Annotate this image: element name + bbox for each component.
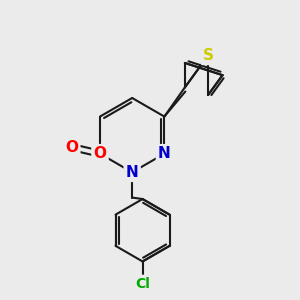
Text: O: O	[94, 146, 106, 161]
Text: N: N	[126, 165, 139, 180]
Text: S: S	[202, 48, 214, 63]
Text: O: O	[65, 140, 78, 155]
Text: N: N	[158, 146, 171, 161]
Text: Cl: Cl	[135, 277, 150, 291]
